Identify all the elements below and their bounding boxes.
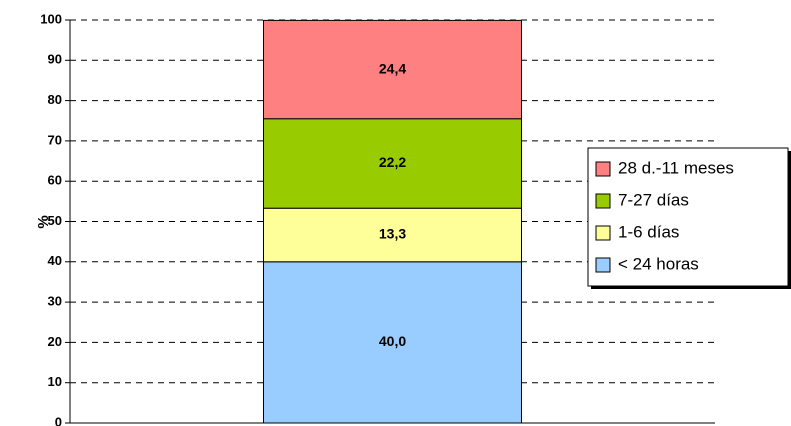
legend-box	[587, 147, 789, 287]
y-tick-label: 60	[48, 173, 62, 188]
legend-label: < 24 horas	[618, 254, 699, 273]
value-label: 40,0	[379, 333, 406, 349]
legend-swatch	[595, 161, 611, 177]
y-tick-label: 90	[48, 52, 62, 67]
y-tick-label: 30	[48, 294, 62, 309]
legend-swatch	[595, 193, 611, 209]
legend-label: 28 d.-11 meses	[618, 158, 734, 177]
legend-swatch	[595, 225, 611, 241]
legend-label: 1-6 días	[618, 222, 679, 241]
y-axis-label: %	[35, 215, 52, 228]
value-label: 22,2	[379, 154, 406, 170]
y-tick-label: 20	[48, 334, 62, 349]
value-label: 13,3	[379, 226, 406, 242]
bar-segment	[263, 19, 522, 120]
y-tick-label: 0	[55, 414, 62, 426]
y-tick-label: 70	[48, 132, 62, 147]
y-tick-label: 100	[40, 11, 62, 26]
legend-label: 7-27 días	[618, 190, 689, 209]
value-label: 24,4	[379, 60, 406, 76]
y-tick-label: 80	[48, 92, 62, 107]
y-tick-label: 50	[48, 213, 62, 228]
y-tick-label: 10	[48, 374, 62, 389]
y-tick-label: 40	[48, 253, 62, 268]
legend-swatch	[595, 257, 611, 273]
